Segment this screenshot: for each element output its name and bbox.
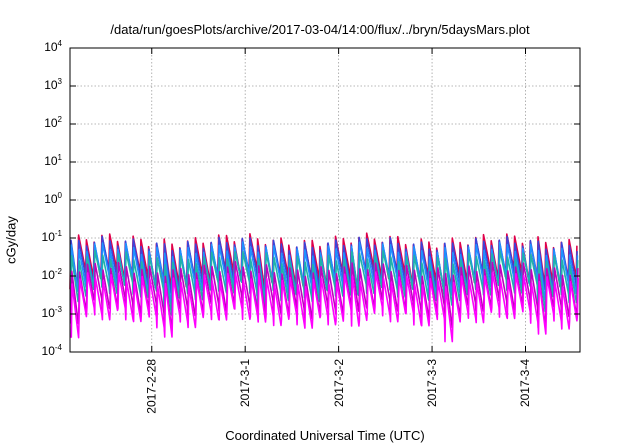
x-tick-label: 2017-3-2 [331, 359, 346, 408]
y-tick-label: 10-4 [41, 343, 62, 359]
y-tick-label: 10-3 [41, 305, 62, 321]
y-tick-label: 100 [44, 191, 62, 207]
y-tick-label: 101 [44, 153, 62, 169]
chart-ticks [70, 47, 580, 353]
y-tick-label: 103 [44, 77, 62, 93]
y-tick-label: 104 [44, 39, 62, 55]
chart-grid [70, 47, 580, 353]
y-tick-label: 10-1 [41, 229, 62, 245]
x-tick-label: 2017-3-1 [238, 359, 253, 408]
chart-title: /data/run/goesPlots/archive/2017-03-04/1… [110, 22, 530, 37]
series-line [70, 271, 579, 343]
x-tick-label: 2017-3-4 [518, 359, 533, 408]
x-tick-label: 2017-3-3 [425, 359, 440, 408]
x-tick-label: 2017-2-28 [144, 359, 159, 414]
x-axis-label: Coordinated Universal Time (UTC) [225, 428, 425, 443]
y-tick-label: 102 [44, 115, 62, 131]
series-line [70, 249, 579, 316]
chart-series-group [69, 232, 579, 343]
y-tick-label: 10-2 [41, 267, 62, 283]
plot-frame [69, 47, 581, 353]
